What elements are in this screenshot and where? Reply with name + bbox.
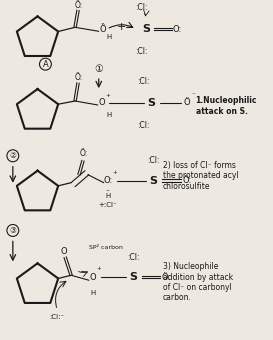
Text: :Cl:: :Cl: [135,47,147,56]
Text: S: S [149,176,157,186]
Text: :Cl:: :Cl: [127,253,140,262]
Text: H: H [106,34,111,40]
Text: :Cl:⁻: :Cl:⁻ [50,314,65,320]
Text: A: A [43,59,48,69]
Text: Ö:: Ö: [161,273,171,282]
Text: H: H [90,290,96,296]
Text: ②: ② [9,151,16,160]
Text: ③: ③ [9,226,16,235]
Text: O:: O: [172,25,182,34]
Text: O: O [90,273,96,282]
Text: H: H [106,112,111,118]
Text: ..: .. [105,186,110,192]
Text: +:Cl⁻: +:Cl⁻ [98,202,117,207]
Text: +: + [96,266,101,271]
Text: 3) Nucleophile
addition by attack
of Cl⁻ on carbonyl
carbon.: 3) Nucleophile addition by attack of Cl⁻… [163,262,233,302]
Text: O: O [61,247,67,256]
Text: O:: O: [103,176,112,185]
Text: SP² carbon: SP² carbon [89,245,123,250]
Text: Ö:: Ö: [182,176,191,185]
Text: Ö:: Ö: [75,1,83,10]
Text: ①: ① [94,64,103,74]
Text: :Cl:: :Cl: [135,3,147,12]
Text: Ö: Ö [99,25,106,34]
Text: O: O [98,99,105,107]
Text: +: + [112,170,117,175]
Text: ..: .. [100,19,105,25]
Text: ⁻: ⁻ [192,92,195,98]
Text: S: S [142,24,150,34]
Text: Ö:: Ö: [75,73,83,82]
Text: H: H [105,192,110,199]
Text: 1.Nucleophilic
attack on S.: 1.Nucleophilic attack on S. [195,96,257,116]
Text: S: S [147,98,155,108]
Text: +: + [105,92,110,98]
Text: 2) loss of Cl⁻ forms
the protonated acyl
chlorosulfite: 2) loss of Cl⁻ forms the protonated acyl… [163,161,239,191]
Text: :Cl:: :Cl: [137,121,149,131]
Text: :Cl:: :Cl: [137,76,149,86]
Text: S: S [129,272,137,282]
Text: Ö:: Ö: [80,149,88,158]
Text: Ö: Ö [183,99,190,107]
Text: +: + [117,22,126,32]
Text: :Cl:: :Cl: [147,156,159,165]
